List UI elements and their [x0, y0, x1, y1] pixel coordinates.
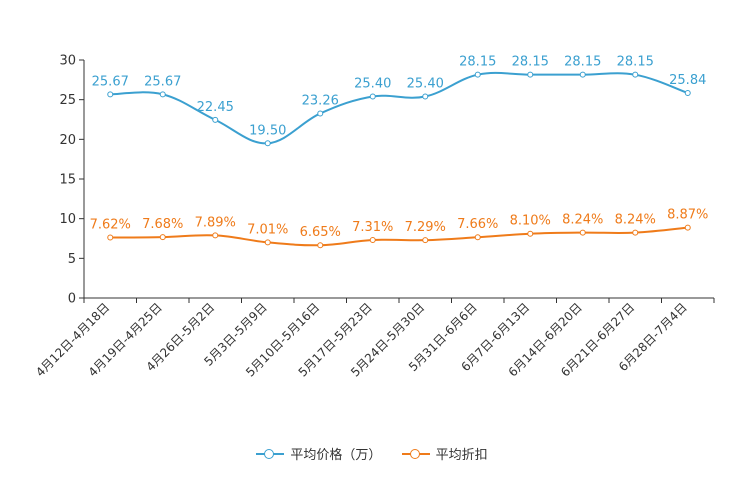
series-0-data-label: 28.15: [459, 55, 496, 70]
series-0-point: [422, 93, 429, 100]
legend: 平均价格（万） 平均折扣: [0, 444, 744, 464]
series-0-point: [212, 116, 219, 123]
series-1-point: [579, 229, 586, 236]
series-0-point: [527, 71, 534, 78]
series-1-data-label: 8.24%: [615, 213, 656, 228]
series-0-data-label: 25.67: [92, 74, 129, 89]
y-tick-label: 20: [59, 133, 76, 148]
series-1-data-label: 7.29%: [405, 220, 446, 235]
series-0-data-label: 22.45: [197, 100, 234, 115]
series-1-data-label: 7.31%: [352, 220, 393, 235]
series-1-point: [212, 232, 219, 239]
legend-discount-label: 平均折扣: [435, 448, 488, 463]
series-1-point: [474, 234, 481, 241]
series-0-line: [110, 71, 689, 145]
series-1-data-label: 7.89%: [195, 215, 236, 230]
series-1-line: [110, 226, 688, 247]
series-1-data-label: 8.10%: [510, 214, 551, 229]
series-1-data-label: 6.65%: [300, 225, 341, 240]
series-0-data-label: 25.84: [669, 73, 706, 88]
series-1-data-label: 7.01%: [247, 222, 288, 237]
legend-item-discount[interactable]: 平均折扣: [401, 444, 488, 463]
series-0-point: [474, 71, 481, 78]
series-1-point: [527, 230, 534, 237]
series-0-point: [579, 71, 586, 78]
series-0-point: [632, 71, 639, 78]
y-tick-label: 10: [59, 212, 76, 227]
series-1-data-label: 8.87%: [667, 208, 708, 223]
y-tick-label: 30: [59, 54, 76, 69]
series-0-point: [159, 91, 166, 98]
series-1-data-label: 7.68%: [142, 217, 183, 232]
legend-price-label: 平均价格（万）: [290, 448, 382, 463]
series-0-data-label: 28.15: [617, 55, 654, 70]
y-tick-label: 25: [59, 93, 76, 108]
series-0-point: [264, 140, 271, 147]
series-0-data-label: 25.67: [144, 74, 181, 89]
legend-discount-marker-icon: [401, 448, 430, 460]
series-1-data-label: 7.62%: [90, 218, 131, 233]
y-tick-label: 15: [59, 173, 76, 188]
series-1-point: [684, 224, 691, 231]
series-1-data-label: 7.66%: [457, 217, 498, 232]
series-0-point: [369, 93, 376, 100]
series-1-point: [264, 239, 271, 246]
y-tick-label: 0: [68, 292, 76, 307]
series-0-data-label: 19.50: [249, 123, 286, 138]
series-1-point: [422, 237, 429, 244]
series-1-point: [107, 234, 114, 241]
series-0-data-label: 25.40: [354, 76, 391, 91]
legend-item-price[interactable]: 平均价格（万）: [256, 444, 381, 463]
series-1-point: [369, 237, 376, 244]
series-0-data-label: 28.15: [512, 55, 549, 70]
legend-price-marker-icon: [256, 448, 285, 460]
series-0-data-label: 25.40: [407, 76, 444, 91]
series-0-data-label: 28.15: [564, 55, 601, 70]
series-0-point: [684, 90, 691, 97]
series-0-point: [107, 91, 114, 98]
series-1-point: [632, 229, 639, 236]
series-1-point: [317, 242, 324, 249]
series-0-data-label: 23.26: [302, 93, 339, 108]
series-0-point: [317, 110, 324, 117]
y-tick-label: 5: [68, 252, 76, 267]
series-1-data-label: 8.24%: [562, 213, 603, 228]
series-1-point: [159, 234, 166, 241]
